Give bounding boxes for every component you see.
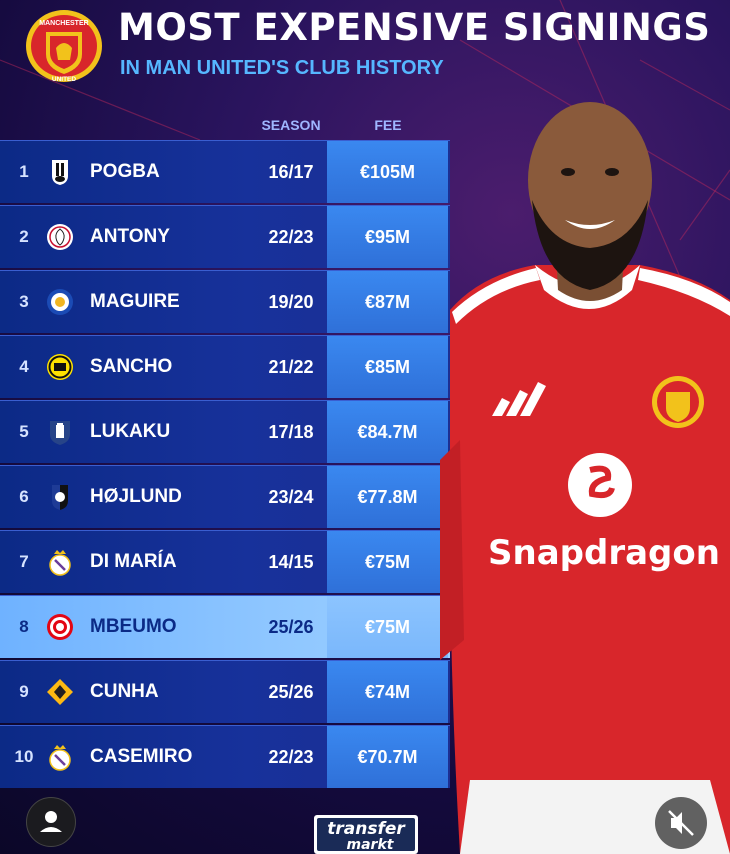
player-name: POGBA [90,161,160,182]
page-title: MOST EXPENSIVE SIGNINGS [118,6,711,49]
rank: 2 [19,227,29,246]
svg-text:Snapdragon: Snapdragon [488,533,720,573]
real-madrid-crest-icon [49,550,71,576]
season: 22/23 [268,227,314,247]
table-row: 2 ANTONY 22/23 €95M [0,205,450,268]
table-row: 4 SANCHO 21/22 €85M [0,335,450,398]
season: 19/20 [268,292,314,312]
season: 16/17 [268,162,314,182]
season: 17/18 [268,422,314,442]
fee: €77.8M [327,466,448,528]
player-name: LUKAKU [90,421,171,442]
fee: €84.7M [327,401,448,463]
brentford-crest-icon [47,614,73,640]
profile-avatar-button[interactable] [26,797,76,847]
season: 25/26 [268,617,314,637]
rank: 8 [19,617,29,636]
adidas-logo-icon [492,382,546,416]
season: 25/26 [268,682,314,702]
column-header-fee: FEE [374,117,402,133]
ajax-crest-icon [47,224,73,250]
fee: €85M [327,336,448,398]
transfermarkt-logo: transfer markt [314,815,418,854]
player-name: HØJLUND [90,486,182,507]
player-name: CUNHA [90,681,159,702]
everton-crest-icon [50,421,70,445]
player-name: MBEUMO [90,616,177,637]
man-united-crest-icon: MANCHESTER UNITED [26,10,102,83]
svg-text:transfer: transfer [327,819,406,839]
table-row-highlighted: 8 MBEUMO 25/26 €75M [0,595,450,658]
leicester-crest-icon [47,289,73,315]
dortmund-crest-icon [47,354,73,380]
table-row: 9 CUNHA 25/26 €74M [0,660,450,723]
juventus-crest-icon [52,160,68,185]
column-header-season: SEASON [261,117,321,133]
season: 23/24 [268,487,314,507]
table-row: 6 HØJLUND 23/24 €77.8M [0,465,450,528]
rank: 10 [14,747,34,766]
fee: €87M [327,271,448,333]
fee: €75M [327,596,448,658]
fee: €75M [327,531,448,593]
svg-text:MANCHESTER: MANCHESTER [39,20,88,27]
wolves-crest-icon [47,679,73,705]
player-photo: Snapdragon [440,102,730,854]
user-icon [40,811,62,832]
page-subtitle: IN MAN UNITED'S CLUB HISTORY [120,57,444,79]
season: 14/15 [268,552,314,572]
rank: 4 [19,357,29,376]
svg-text:markt: markt [347,837,395,853]
player-name: MAGUIRE [90,291,180,312]
player-name: ANTONY [90,226,170,247]
rank: 9 [19,682,29,701]
header: MANCHESTER UNITED MOST EXPENSIVE SIGNING… [0,0,730,110]
rank: 1 [19,162,29,181]
svg-text:UNITED: UNITED [52,76,77,83]
rank: 6 [19,487,29,506]
player-name: DI MARÍA [90,551,177,572]
rank: 5 [19,422,29,441]
player-name: CASEMIRO [90,746,193,767]
atalanta-crest-icon [52,485,68,510]
table-row: 3 MAGUIRE 19/20 €87M [0,270,450,333]
fee: €70.7M [327,726,448,788]
real-madrid-crest-icon [49,745,71,771]
speaker-muted-icon [668,810,694,836]
table-row: 7 DI MARÍA 14/15 €75M [0,530,450,593]
season: 21/22 [268,357,314,377]
mute-toggle-button[interactable] [655,797,707,849]
table-row: 5 LUKAKU 17/18 €84.7M [0,400,450,463]
fee: €95M [327,206,448,268]
player-name: SANCHO [90,356,173,377]
table-row: 1 POGBA 16/17 €105M [0,140,450,203]
table-row: 10 CASEMIRO 22/23 €70.7M [0,725,450,788]
fee: €74M [327,661,448,723]
rank: 7 [19,552,29,571]
rank: 3 [19,292,29,311]
fee: €105M [327,141,448,203]
season: 22/23 [268,747,314,767]
